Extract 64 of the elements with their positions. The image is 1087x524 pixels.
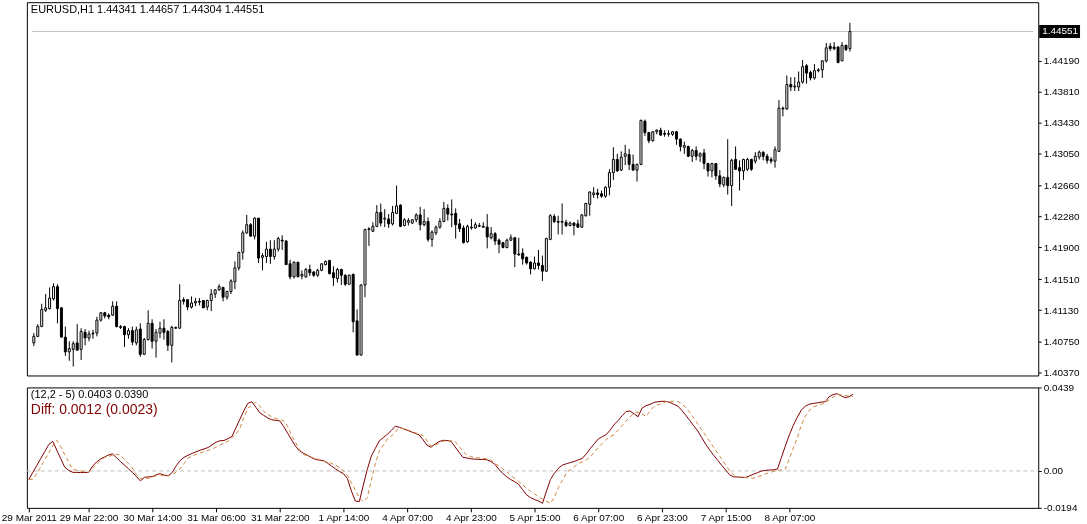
candlestick bbox=[848, 22, 852, 53]
candlestick bbox=[556, 215, 560, 235]
candlestick bbox=[264, 241, 268, 264]
candlestick bbox=[379, 203, 383, 227]
x-tick-label: 6 Apr 07:00 bbox=[573, 512, 625, 524]
x-tick-label: 4 Apr 23:00 bbox=[445, 512, 498, 524]
x-tick-label: 29 Mar 22:00 bbox=[59, 512, 119, 524]
candlestick bbox=[83, 328, 87, 346]
y-tick-label: -0.0194 bbox=[1043, 502, 1078, 514]
x-tick-label: 30 Mar 14:00 bbox=[123, 512, 183, 524]
candlestick bbox=[454, 207, 458, 240]
candlestick bbox=[619, 150, 623, 172]
candlestick bbox=[115, 300, 119, 328]
candlestick bbox=[840, 41, 844, 62]
x-tick-label: 4 Apr 07:00 bbox=[382, 512, 434, 524]
candlestick bbox=[801, 59, 805, 85]
candlestick bbox=[79, 327, 83, 361]
candlestick bbox=[450, 198, 454, 228]
candlestick bbox=[268, 239, 272, 265]
y-tick-label: 1.40750 bbox=[1043, 335, 1081, 347]
x-tick-label: 31 Mar 06:00 bbox=[187, 512, 247, 524]
candlestick bbox=[560, 203, 564, 235]
x-tick-label: 6 Apr 23:00 bbox=[637, 512, 689, 524]
candlestick bbox=[702, 148, 706, 170]
candlestick bbox=[485, 213, 489, 249]
candlestick bbox=[572, 221, 576, 236]
y-tick-label: 1.44190 bbox=[1043, 55, 1081, 67]
y-tick-label: 1.41900 bbox=[1043, 242, 1081, 253]
y-tick-label: 0.0439 bbox=[1043, 381, 1075, 393]
candlestick bbox=[95, 316, 99, 337]
candlestick bbox=[272, 239, 276, 261]
y-tick-label: 1.41510 bbox=[1043, 273, 1081, 285]
y-tick-label: 0.00 bbox=[1043, 465, 1064, 477]
candlestick bbox=[170, 325, 174, 363]
candlestick bbox=[71, 340, 75, 368]
y-tick-label: 1.43050 bbox=[1043, 148, 1081, 160]
x-tick-label: 8 Apr 07:00 bbox=[764, 512, 816, 524]
candlestick bbox=[797, 70, 801, 92]
candlestick bbox=[67, 340, 71, 362]
annotation: Diff: 0.0012 (0.0023) bbox=[30, 401, 158, 418]
candlestick bbox=[391, 205, 395, 227]
y-tick-label: 1.43810 bbox=[1043, 86, 1081, 98]
y-tick-label: 1.42660 bbox=[1043, 180, 1081, 192]
x-tick-label: 29 Mar 2011 bbox=[1, 512, 58, 524]
candlestick bbox=[698, 151, 702, 163]
x-tick-label: 7 Apr 15:00 bbox=[700, 512, 753, 524]
chart-title: (12,2 - 5) 0.0403 0.0390 bbox=[30, 388, 149, 401]
chart-title: EURUSD,H1 1.44341 1.44657 1.44304 1.44551 bbox=[30, 3, 265, 16]
x-tick-label: 5 Apr 15:00 bbox=[509, 512, 561, 524]
candlestick bbox=[726, 138, 730, 196]
x-tick-label: 1 Apr 14:00 bbox=[318, 512, 370, 524]
y-tick-label: 1.40370 bbox=[1043, 366, 1081, 378]
candlestick bbox=[627, 148, 631, 171]
y-tick-label: 1.41130 bbox=[1043, 304, 1080, 316]
candlestick bbox=[513, 236, 517, 268]
ref-line-label: 1.44551 bbox=[1042, 25, 1079, 37]
candlestick bbox=[588, 190, 592, 217]
y-tick-label: 1.42280 bbox=[1043, 211, 1081, 223]
y-tick-label: 1.43430 bbox=[1043, 117, 1081, 129]
candlestick bbox=[418, 206, 422, 231]
candlestick bbox=[765, 153, 769, 165]
candlestick bbox=[209, 288, 213, 312]
x-tick-label: 31 Mar 22:00 bbox=[250, 512, 310, 524]
candlestick bbox=[130, 326, 134, 346]
